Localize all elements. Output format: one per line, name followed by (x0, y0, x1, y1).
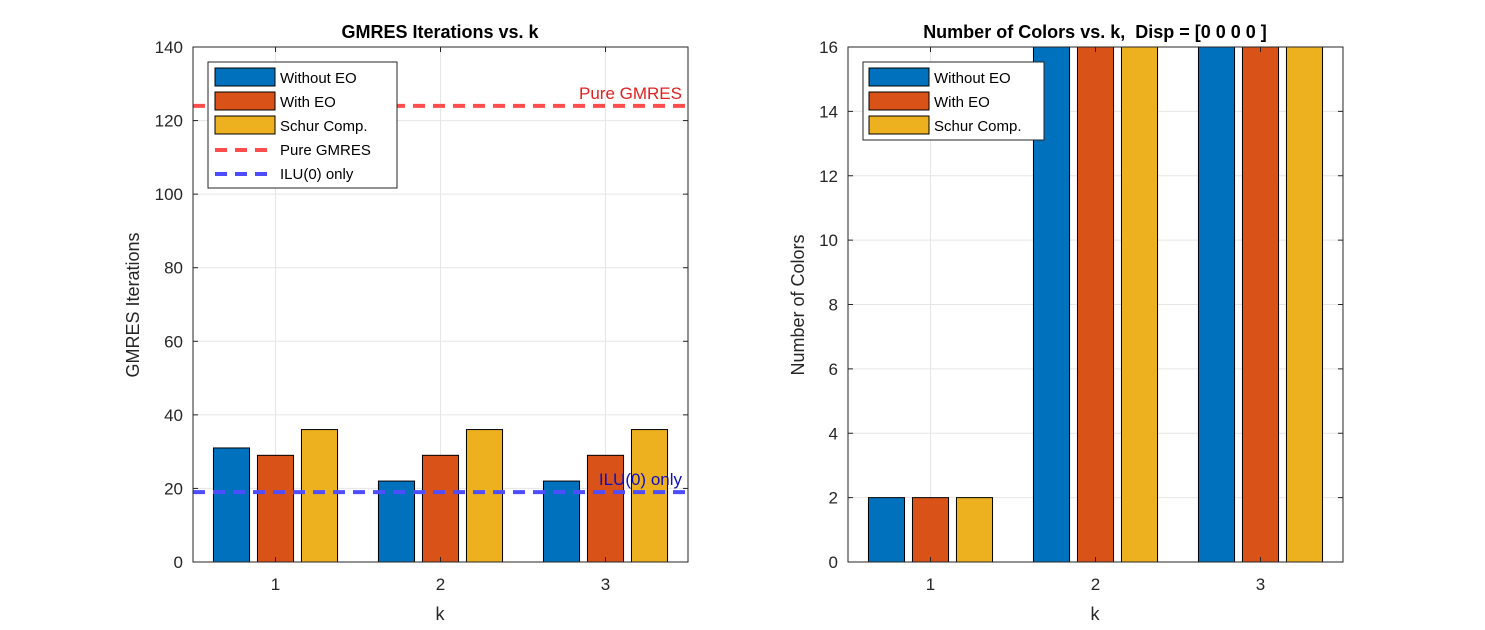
legend-label-schur-comp: Schur Comp. (934, 118, 1022, 135)
bar-schur-comp-k3 (630, 429, 669, 563)
y-tick-label: 120 (155, 112, 183, 131)
bar-with-eo-k1 (256, 454, 295, 563)
bar-with-eo-k3 (586, 454, 625, 563)
legend-swatch-with-eo (214, 91, 276, 111)
legend-label-ilu0-only: ILU(0) only (280, 166, 354, 183)
legend-swatch-without-eo (868, 67, 930, 87)
y-tick-label: 40 (164, 406, 183, 425)
ticks-0: 0 20 40 60 80 100 120 140 1 2 3 (155, 38, 688, 594)
bar-with-eo-k2 (421, 454, 460, 563)
bar-with-eo-k1 (911, 497, 950, 563)
x-tick-label: 2 (436, 575, 445, 594)
legend-label-without-eo: Without EO (280, 70, 357, 87)
y-tick-label: 16 (819, 38, 838, 57)
x-tick-label: 1 (271, 575, 280, 594)
legend-entry-without-eo: Without EO (214, 67, 357, 87)
bar-without-eo-k1 (212, 447, 251, 563)
legend-0[interactable]: Without EO With EO Schur Comp. Pure GMRE… (207, 61, 398, 189)
bar-schur-comp-k1 (300, 429, 339, 563)
bar-without-eo-k1 (867, 497, 906, 563)
y-tick-label: 140 (155, 38, 183, 57)
y-axis-label-1: Number of Colors (788, 234, 808, 375)
y-tick-label: 80 (164, 259, 183, 278)
bar-schur-comp-k2 (465, 429, 504, 563)
y-tick-label: 10 (819, 231, 838, 250)
bars-0 (212, 429, 669, 563)
legend-label-pure-gmres: Pure GMRES (280, 142, 371, 159)
reference-lines-0: Pure GMRES ILU(0) only (193, 84, 688, 495)
y-tick-label: 4 (829, 424, 838, 443)
legend-label-schur-comp: Schur Comp. (280, 118, 368, 135)
legend-1[interactable]: Without EO With EO Schur Comp. (862, 61, 1045, 141)
y-tick-label: 100 (155, 185, 183, 204)
y-tick-label: 12 (819, 167, 838, 186)
chart-title-0: GMRES Iterations vs. k (341, 22, 539, 42)
chart-title-1: Number of Colors vs. k, Disp = [0 0 0 0 … (923, 22, 1267, 42)
bar-without-eo-k2 (377, 480, 416, 563)
legend-entry-with-eo: With EO (868, 91, 990, 111)
legend-entry-ilu0-only: ILU(0) only (215, 166, 354, 183)
bar-with-eo-k3 (1241, 46, 1280, 563)
y-tick-label: 2 (829, 489, 838, 508)
x-tick-label: 3 (601, 575, 610, 594)
y-tick-label: 60 (164, 332, 183, 351)
x-tick-label: 2 (1091, 575, 1100, 594)
y-tick-label: 14 (819, 102, 838, 121)
legend-label-with-eo: With EO (280, 94, 336, 111)
bar-without-eo-k3 (1197, 46, 1236, 563)
legend-entry-schur-comp: Schur Comp. (214, 115, 368, 135)
x-tick-label: 3 (1256, 575, 1265, 594)
y-tick-label: 0 (829, 553, 838, 572)
x-axis-label-1: k (1091, 604, 1101, 624)
legend-label-without-eo: Without EO (934, 70, 1011, 87)
legend-swatch-schur-comp (214, 115, 276, 135)
bar-schur-comp-k3 (1285, 46, 1324, 563)
y-tick-label: 8 (829, 296, 838, 315)
legend-entry-pure-gmres: Pure GMRES (215, 142, 371, 159)
legend-entry-schur-comp: Schur Comp. (868, 115, 1022, 135)
legend-swatch-schur-comp (868, 115, 930, 135)
legend-swatch-without-eo (214, 67, 276, 87)
legend-entry-with-eo: With EO (214, 91, 336, 111)
bar-schur-comp-k2 (1120, 46, 1159, 563)
y-tick-label: 0 (174, 553, 183, 572)
legend-label-with-eo: With EO (934, 94, 990, 111)
reference-label-pure-gmres: Pure GMRES (579, 84, 682, 103)
reference-label-ilu-0-only: ILU(0) only (599, 470, 683, 489)
y-tick-label: 20 (164, 479, 183, 498)
x-axis-label-0: k (436, 604, 446, 624)
y-axis-label-0: GMRES Iterations (123, 232, 143, 377)
bar-schur-comp-k1 (955, 497, 994, 563)
x-tick-label: 1 (926, 575, 935, 594)
y-tick-label: 6 (829, 360, 838, 379)
bar-with-eo-k2 (1076, 46, 1115, 563)
legend-entry-without-eo: Without EO (868, 67, 1011, 87)
chart-gmres-iterations: Pure GMRES ILU(0) only 0 20 40 60 80 100 120 140… (123, 22, 689, 624)
legend-swatch-with-eo (868, 91, 930, 111)
bar-without-eo-k3 (542, 480, 581, 563)
